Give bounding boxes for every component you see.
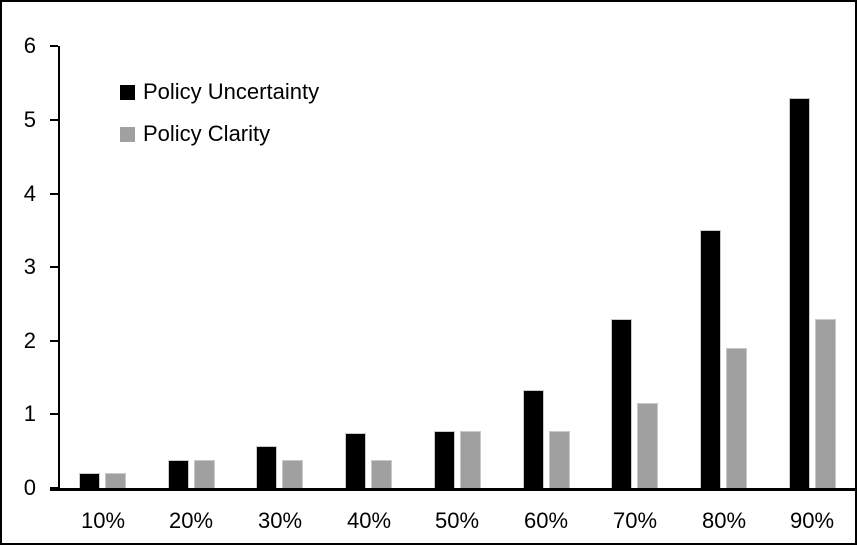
legend-swatch-policy-clarity	[120, 126, 135, 142]
x-axis-label: 90%	[789, 508, 835, 533]
y-tick-mark	[50, 339, 58, 342]
bar-policy-uncertainty	[79, 473, 100, 488]
bar-policy-clarity	[549, 431, 570, 488]
y-tick-label: 1	[23, 401, 36, 427]
y-tick-label: 4	[23, 180, 36, 206]
y-tick-label: 5	[23, 107, 36, 132]
bar-policy-uncertainty	[256, 446, 277, 488]
bar-policy-uncertainty	[700, 230, 721, 488]
legend-label-policy-uncertainty: Policy Uncertainty	[143, 79, 320, 104]
x-axis-line	[50, 488, 855, 491]
x-axis-label: 30%	[257, 508, 303, 533]
x-axis-label: 20%	[168, 508, 214, 533]
y-tick-label: 3	[23, 254, 36, 280]
bar-policy-clarity	[637, 403, 658, 488]
y-axis-line	[58, 46, 60, 491]
bar-policy-clarity	[460, 431, 481, 488]
legend-item-policy-clarity: Policy Clarity	[120, 120, 319, 148]
bar-policy-uncertainty	[168, 460, 189, 488]
y-tick-mark	[50, 487, 58, 489]
y-tick-label: 0	[23, 475, 36, 500]
legend-swatch-policy-uncertainty	[120, 84, 135, 100]
bar-policy-uncertainty	[434, 431, 455, 488]
bar-policy-clarity	[726, 348, 747, 488]
x-axis-label: 10%	[80, 508, 126, 533]
y-tick-mark	[50, 192, 58, 195]
y-tick-label: 2	[23, 327, 36, 353]
y-tick-mark	[50, 45, 58, 48]
chart-legend: Policy Uncertainty Policy Clarity	[120, 78, 319, 162]
bar-policy-clarity	[371, 460, 392, 488]
y-tick-mark	[50, 119, 58, 121]
bar-policy-uncertainty	[523, 390, 544, 488]
bar-policy-uncertainty	[789, 98, 810, 488]
bar-policy-clarity	[815, 319, 836, 488]
bar-policy-uncertainty	[611, 319, 632, 488]
x-axis-label: 60%	[523, 508, 569, 533]
y-tick-label: 6	[23, 33, 36, 59]
bar-policy-clarity	[105, 473, 126, 488]
legend-label-policy-clarity: Policy Clarity	[143, 121, 271, 146]
bar-policy-uncertainty	[345, 433, 366, 488]
bar-policy-clarity	[194, 460, 215, 488]
bar-policy-clarity	[282, 460, 303, 488]
x-axis-label: 80%	[701, 508, 747, 533]
y-tick-mark	[50, 266, 58, 269]
legend-item-policy-uncertainty: Policy Uncertainty	[120, 78, 319, 106]
x-axis-label: 50%	[434, 508, 480, 533]
y-tick-mark	[50, 413, 58, 416]
x-axis-label: 70%	[612, 508, 658, 533]
x-axis-label: 40%	[346, 508, 392, 533]
